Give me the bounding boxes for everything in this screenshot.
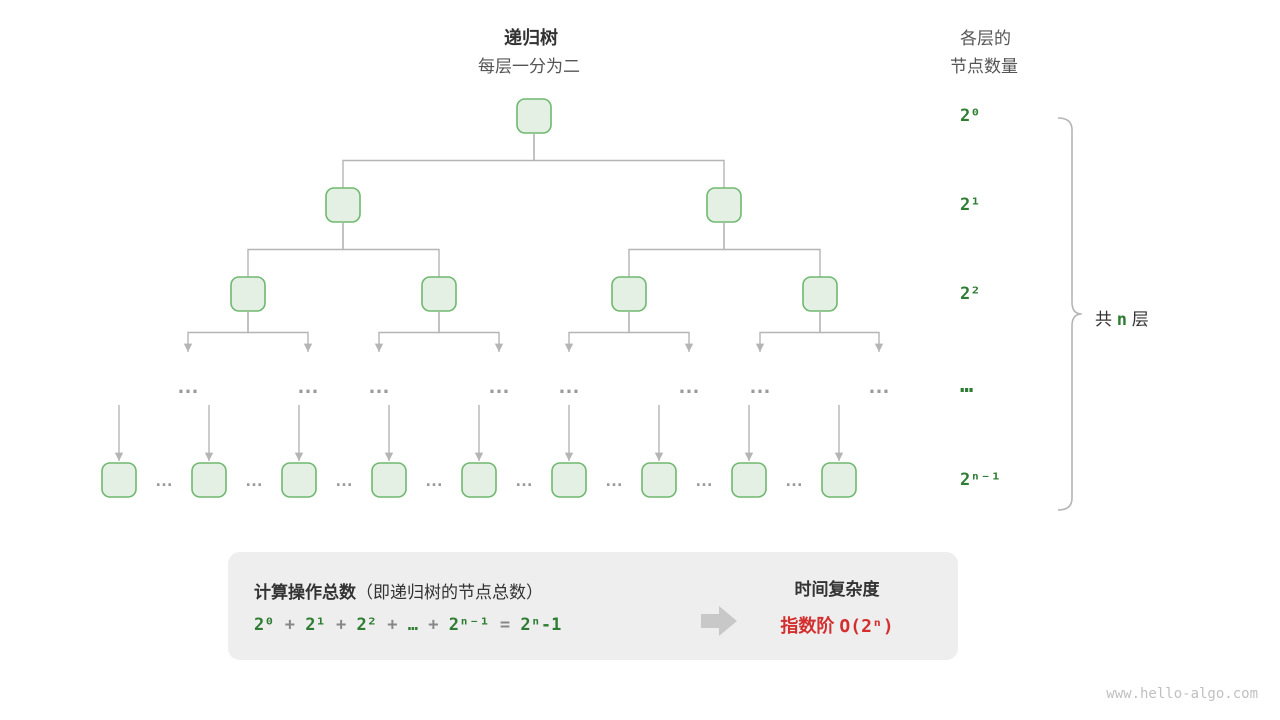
summary-heading: 计算操作总数（即递归树的节点总数） — [254, 578, 696, 603]
complexity-value: 指数阶 O(2ⁿ) — [742, 612, 932, 638]
complexity-label: 时间复杂度 — [742, 575, 932, 600]
watermark: www.hello-algo.com — [1106, 686, 1258, 702]
total-layers-label: 共 n 层 — [1095, 305, 1149, 330]
summary-formula: 2⁰ + 2¹ + 2² + … + 2ⁿ⁻¹ = 2ⁿ-1 — [254, 615, 696, 635]
summary-box: 计算操作总数（即递归树的节点总数） 2⁰ + 2¹ + 2² + … + 2ⁿ⁻… — [228, 552, 958, 660]
